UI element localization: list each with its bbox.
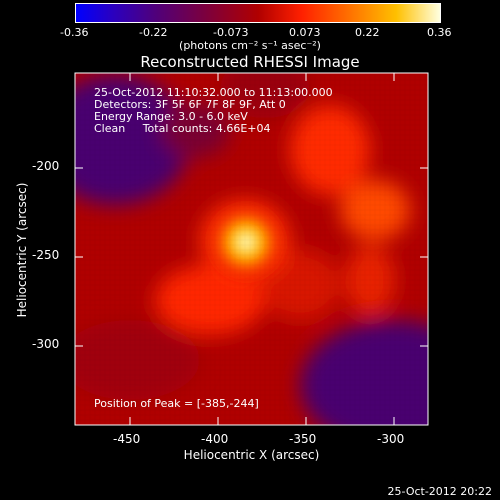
colorbar-tick-5: 0.22 bbox=[355, 26, 380, 39]
image-title: Reconstructed RHESSI Image bbox=[140, 53, 360, 71]
info-time-range: 25-Oct-2012 11:10:32.000 to 11:13:00.000 bbox=[94, 86, 333, 99]
colorbar-tick-6: 0.36 bbox=[427, 26, 452, 39]
y-axis-ticks bbox=[75, 167, 428, 347]
x-tick-label: -400 bbox=[201, 432, 229, 446]
colorbar-unit-label: (photons cm⁻² s⁻¹ asec⁻²) bbox=[179, 39, 321, 52]
x-tick-label: -300 bbox=[377, 432, 405, 446]
x-axis-title: Heliocentric X (arcsec) bbox=[183, 448, 320, 462]
info-clean-counts: Clean Total counts: 4.66E+04 bbox=[94, 122, 271, 135]
image-map bbox=[75, 73, 428, 425]
plot-frame bbox=[74, 72, 429, 426]
y-axis-title: Heliocentric Y (arcsec) bbox=[15, 182, 29, 318]
y-tick-label: -250 bbox=[32, 248, 60, 262]
render-timestamp: 25-Oct-2012 20:22 bbox=[387, 485, 492, 498]
x-tick-label: -350 bbox=[289, 432, 317, 446]
x-axis-ticks bbox=[129, 73, 395, 425]
colorbar-tick-3: -0.073 bbox=[213, 26, 249, 39]
colorbar-tick-1: -0.36 bbox=[60, 26, 89, 39]
y-tick-label: -200 bbox=[32, 159, 60, 173]
info-detectors: Detectors: 3F 5F 6F 7F 8F 9F, Att 0 bbox=[94, 98, 286, 111]
x-tick-label: -450 bbox=[113, 432, 141, 446]
peak-position: Position of Peak = [-385,-244] bbox=[94, 397, 259, 410]
colorbar-tick-4: 0.073 bbox=[289, 26, 321, 39]
colorbar bbox=[75, 3, 441, 23]
colorbar-gradient bbox=[75, 3, 441, 23]
colorbar-tick-2: -0.22 bbox=[139, 26, 168, 39]
y-tick-label: -300 bbox=[32, 337, 60, 351]
info-energy-range: Energy Range: 3.0 - 6.0 keV bbox=[94, 110, 248, 123]
